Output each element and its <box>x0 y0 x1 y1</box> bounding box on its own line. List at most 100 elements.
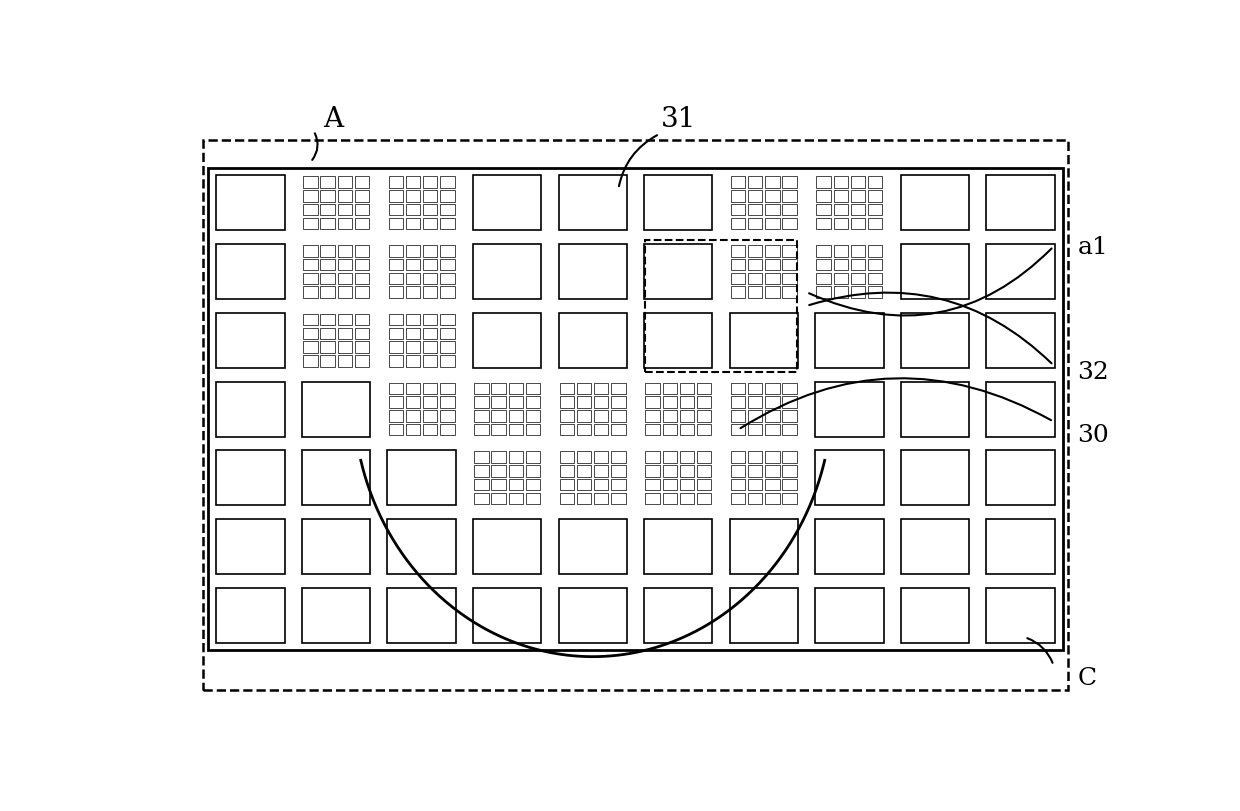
Bar <box>765 246 780 257</box>
Bar <box>304 315 317 326</box>
Bar <box>304 342 317 354</box>
Bar <box>594 383 609 395</box>
Bar <box>986 588 1054 643</box>
Bar <box>423 273 438 285</box>
Bar <box>851 246 866 257</box>
Text: a1: a1 <box>1078 236 1109 259</box>
Bar <box>440 246 455 257</box>
Bar <box>868 246 882 257</box>
Bar <box>748 452 763 463</box>
Bar <box>337 191 352 203</box>
Bar <box>440 177 455 189</box>
Bar <box>389 410 403 423</box>
Bar <box>304 177 317 189</box>
Bar <box>611 383 625 395</box>
Text: 31: 31 <box>661 105 697 133</box>
Bar <box>900 313 970 368</box>
Bar <box>320 273 335 285</box>
Bar <box>646 466 660 477</box>
Bar <box>389 287 403 298</box>
Bar <box>301 451 371 506</box>
Text: C: C <box>1078 667 1096 689</box>
Bar <box>765 177 780 189</box>
Bar <box>730 493 745 504</box>
Bar <box>833 246 848 257</box>
Bar <box>355 218 370 230</box>
Bar <box>697 424 711 436</box>
Bar <box>405 204 420 216</box>
Bar <box>440 204 455 216</box>
Bar <box>389 328 403 340</box>
Bar <box>355 177 370 189</box>
Bar <box>423 342 438 354</box>
Bar <box>680 493 694 504</box>
Bar <box>405 410 420 423</box>
Bar <box>730 410 745 423</box>
Bar <box>304 204 317 216</box>
Bar <box>208 169 1063 650</box>
Bar <box>405 424 420 436</box>
Bar <box>440 397 455 409</box>
Bar <box>730 287 745 298</box>
Bar <box>697 493 711 504</box>
Bar <box>405 191 420 203</box>
Bar <box>765 383 780 395</box>
Bar <box>475 452 489 463</box>
Bar <box>833 287 848 298</box>
Bar <box>815 451 884 506</box>
Bar <box>491 383 506 395</box>
Bar <box>748 397 763 409</box>
Bar <box>577 452 591 463</box>
Bar <box>440 315 455 326</box>
Bar <box>730 466 745 477</box>
Bar <box>491 424 506 436</box>
Bar <box>816 191 831 203</box>
Bar <box>405 260 420 271</box>
Bar <box>475 466 489 477</box>
Bar <box>644 588 713 643</box>
Bar <box>389 315 403 326</box>
Bar <box>782 479 796 491</box>
Bar <box>815 520 884 574</box>
Bar <box>986 176 1054 231</box>
Bar <box>765 479 780 491</box>
Bar <box>301 520 371 574</box>
Bar <box>748 260 763 271</box>
Bar <box>697 452 711 463</box>
Bar <box>475 424 489 436</box>
Bar <box>389 204 403 216</box>
Bar <box>748 479 763 491</box>
Bar <box>782 260 796 271</box>
Bar <box>337 273 352 285</box>
Bar <box>526 383 541 395</box>
Bar <box>304 191 317 203</box>
Bar <box>526 397 541 409</box>
Bar <box>646 410 660 423</box>
Bar <box>304 246 317 257</box>
Bar <box>389 424 403 436</box>
Bar <box>405 273 420 285</box>
Bar <box>748 466 763 477</box>
Bar <box>387 451 456 506</box>
Bar <box>815 588 884 643</box>
Bar <box>646 493 660 504</box>
Bar <box>389 342 403 354</box>
Bar <box>680 479 694 491</box>
Bar <box>765 424 780 436</box>
Bar <box>611 410 625 423</box>
Bar <box>851 177 866 189</box>
Bar <box>526 466 541 477</box>
Bar <box>662 493 677 504</box>
Bar <box>355 328 370 340</box>
Bar <box>730 452 745 463</box>
Bar <box>508 452 523 463</box>
Bar <box>440 287 455 298</box>
Bar <box>337 328 352 340</box>
Bar <box>203 141 1068 691</box>
Bar <box>355 287 370 298</box>
Bar <box>320 287 335 298</box>
Bar <box>611 452 625 463</box>
Bar <box>304 260 317 271</box>
Bar <box>662 452 677 463</box>
Bar <box>337 315 352 326</box>
